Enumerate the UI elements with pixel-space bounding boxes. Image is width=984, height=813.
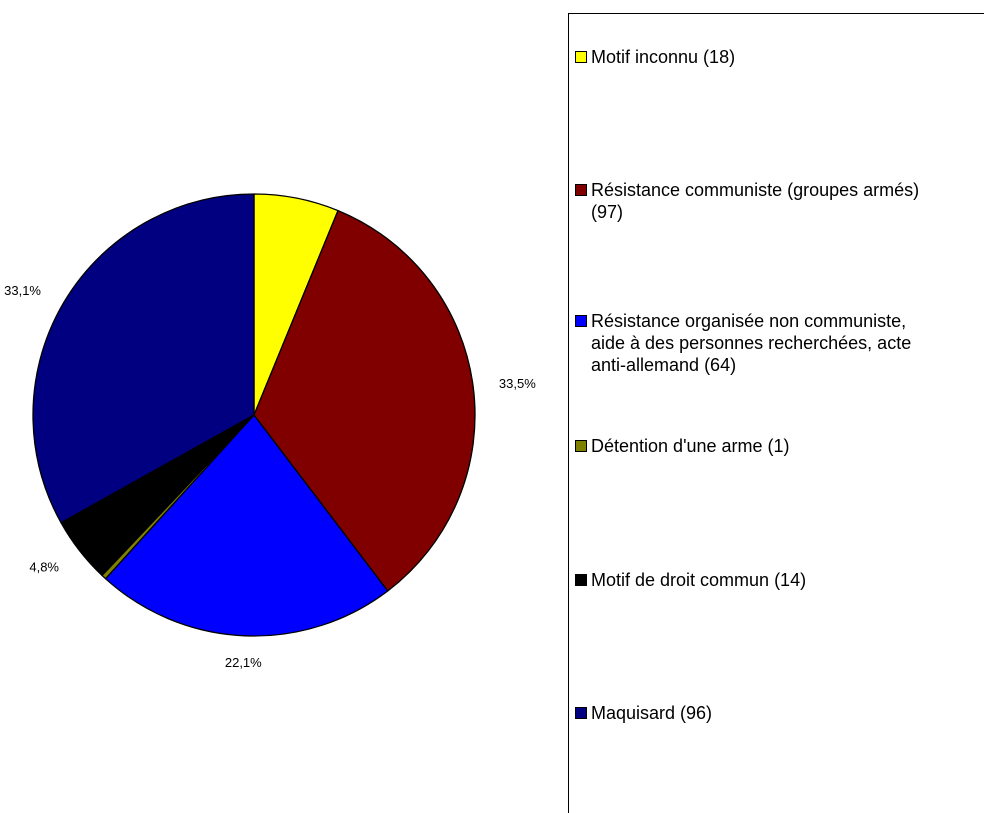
- legend-label-3: Détention d'une arme (1): [591, 436, 790, 456]
- legend-swatch-1: [575, 184, 587, 196]
- pie-data-label-5: 33,1%: [4, 283, 41, 298]
- pie-slice-5: [32, 193, 255, 524]
- legend-label-0: Motif inconnu (18): [591, 47, 736, 67]
- pie-data-label-2: 22,1%: [225, 655, 262, 670]
- legend: Motif inconnu (18) Résistance communiste …: [568, 13, 984, 813]
- pie-data-label-4: 4,8%: [29, 560, 59, 575]
- legend-item-3: Détention d'une arme (1): [575, 435, 984, 457]
- legend-swatch-5: [575, 707, 587, 719]
- pie-data-labels: 33,5% 22,1% 4,8% 33,1%: [4, 283, 536, 670]
- legend-swatch-3: [575, 440, 587, 452]
- legend-label-2: Résistance organisée non communiste, aid…: [591, 311, 912, 375]
- pie-data-label-1: 33,5%: [499, 376, 536, 391]
- legend-item-5: Maquisard (96): [575, 702, 984, 724]
- legend-item-1: Résistance communiste (groupes armés) (9…: [575, 179, 984, 223]
- pie-slices: [32, 193, 476, 637]
- legend-item-0: Motif inconnu (18): [575, 46, 984, 68]
- legend-label-4: Motif de droit commun (14): [591, 570, 807, 590]
- legend-swatch-4: [575, 574, 587, 586]
- legend-item-2: Résistance organisée non communiste, aid…: [575, 310, 984, 376]
- legend-label-1: Résistance communiste (groupes armés) (9…: [591, 180, 920, 222]
- legend-label-5: Maquisard (96): [591, 703, 713, 723]
- pie-slice-2: [104, 414, 389, 637]
- legend-swatch-2: [575, 315, 587, 327]
- pie-chart: 33,5% 22,1% 4,8% 33,1%: [4, 193, 536, 670]
- legend-item-4: Motif de droit commun (14): [575, 569, 984, 591]
- pie-slice-1: [253, 209, 476, 592]
- legend-swatch-0: [575, 51, 587, 63]
